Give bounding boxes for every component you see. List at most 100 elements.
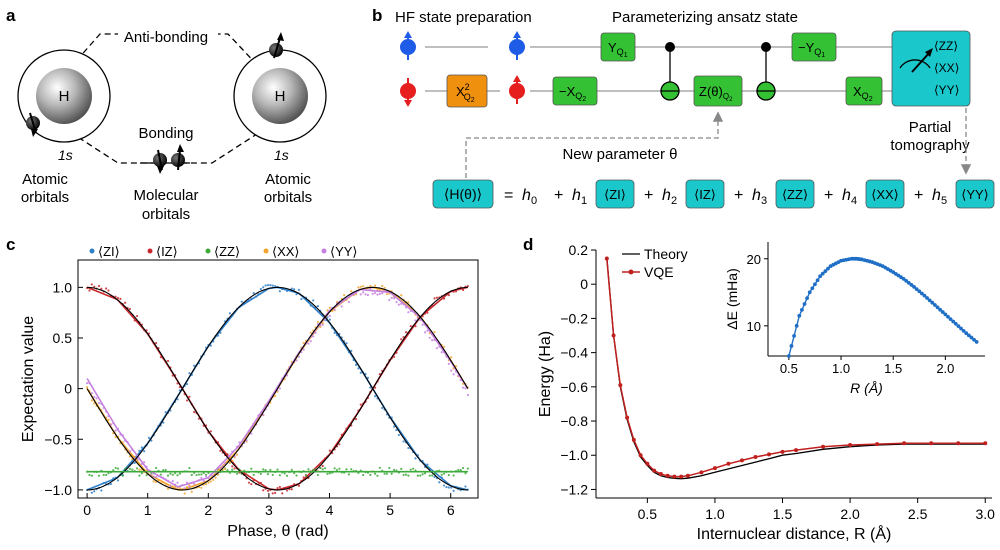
plot-d-ytick-label: 0 [580,276,588,292]
plot-c-ytick-label: 0 [64,381,72,397]
plot-d-ytick-label: −0.8 [560,413,588,429]
right-caption-2: orbitals [264,189,312,206]
data-point [183,487,186,490]
data-point [359,293,362,296]
plot-c-xtick-label: 0 [83,502,91,518]
data-point [95,397,98,400]
data-point [190,473,193,477]
data-point [462,288,465,292]
data-point [316,320,320,324]
data-point [207,471,210,475]
data-point [328,449,331,452]
data-point [176,398,179,401]
data-point [319,466,322,469]
vqe-point [848,442,853,447]
new-parameter-label: New parameter θ [562,146,677,163]
vqe-point [699,470,704,475]
data-point [354,418,358,421]
energy-chart: 0.5 1.0 1.5 2.0 2.5 3.0 0.2 0 −0.2 −0.4 −0.6 −0.8 −1… [537,242,995,543]
eq-operator-3: + [734,187,743,204]
inset-xtick-label: 1.5 [884,361,902,376]
data-point [114,295,117,298]
data-point [364,293,367,296]
data-point [204,483,208,486]
data-point [262,286,265,289]
data-point [452,489,455,493]
data-point [278,485,281,489]
data-point [90,399,93,402]
data-point [362,291,365,294]
data-point [250,467,253,470]
eq-box-label-3: ⟨ZZ⟩ [782,187,808,202]
inset-point [933,303,937,307]
data-point [209,430,212,433]
data-point [112,469,115,472]
data-point [397,303,400,306]
data-point [393,297,396,300]
data-point [400,294,403,297]
data-point [159,473,162,476]
right-electron [269,32,284,59]
data-point [371,292,374,295]
right-orbital-label: 1s [274,147,289,163]
data-point [393,425,396,428]
inset-point [972,337,976,342]
partial-tomography-1: Partial [909,119,952,136]
data-point [90,392,93,395]
right-hydrogen-sphere [252,68,308,124]
data-point [373,284,377,287]
data-point [285,374,289,377]
data-point [269,468,272,471]
data-point [252,291,255,295]
data-point [164,411,167,414]
data-point [407,474,410,477]
data-point [390,296,393,299]
vqe-point [780,449,785,454]
data-point [362,473,365,477]
inset-point [956,324,961,329]
data-point [88,289,91,292]
data-point [138,474,141,477]
left-electron [26,112,40,137]
vqe-point [631,437,636,442]
data-point [188,466,191,470]
data-point [128,450,132,453]
data-point [442,472,446,475]
data-point [278,290,281,293]
eq-box-label-5: ⟨YY⟩ [961,187,989,202]
data-point [350,290,353,293]
data-point [323,318,327,321]
panel-b: b HF state preparation Parameterizing an… [372,6,995,209]
inset-point [922,293,927,298]
fit-line-yy [86,288,469,488]
data-point [214,476,217,479]
data-point [107,418,110,421]
plot-d-ylabel: Energy (Ha) [537,331,554,417]
data-point [240,300,243,303]
vqe-point [983,441,988,446]
data-point [274,395,277,398]
inset-point [901,276,906,281]
hf-title: HF state preparation [395,9,532,26]
data-point [423,472,427,475]
data-point [90,474,93,477]
plot-d-ytick-label: −1.2 [560,481,588,497]
data-point [171,473,174,476]
data-point [264,284,267,287]
vqe-point [726,461,731,466]
inset-point [964,331,969,336]
data-point [462,466,465,470]
data-point [235,472,239,475]
data-point [224,462,227,465]
inset-point [906,281,911,285]
eq-operator-1: + [554,187,563,204]
data-point [109,423,112,426]
data-point [100,489,103,492]
inset-point [953,321,958,326]
data-point [90,283,93,286]
data-point [459,469,462,472]
data-point [85,386,89,389]
data-point [176,481,179,484]
data-point [269,284,272,287]
